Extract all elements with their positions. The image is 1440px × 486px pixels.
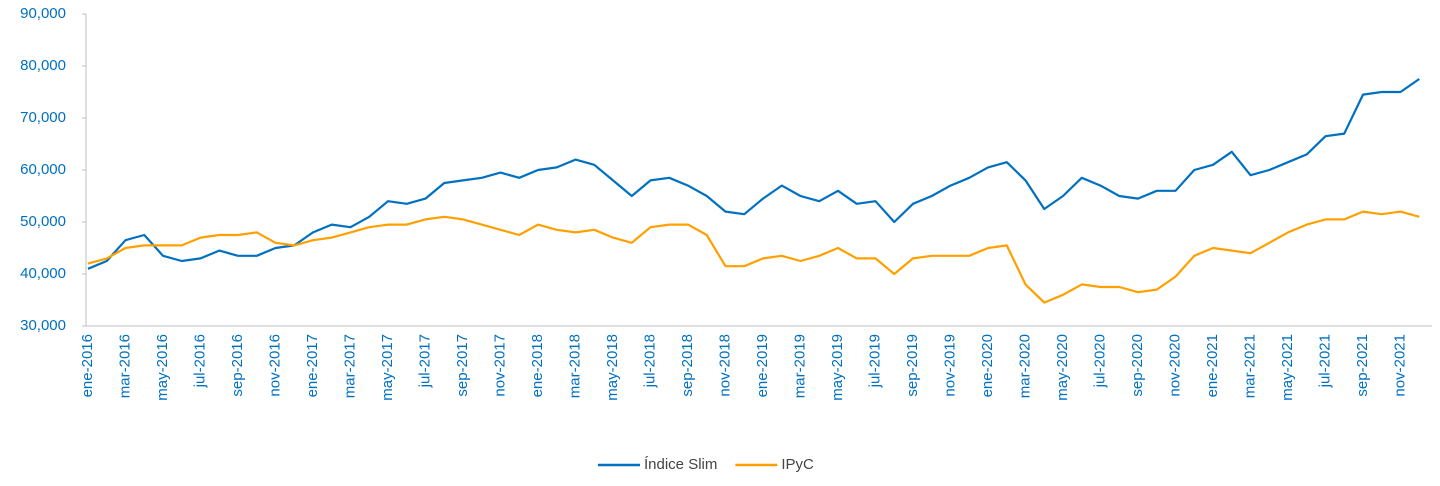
y-tick-label: 30,000 xyxy=(20,317,66,334)
y-tick-label: 60,000 xyxy=(20,161,66,178)
y-tick-label: 90,000 xyxy=(20,5,66,22)
x-tick-label: mar-2019 xyxy=(791,334,808,398)
y-tick-label: 40,000 xyxy=(20,265,66,282)
x-tick-label: nov-2016 xyxy=(266,334,283,397)
x-tick-label: nov-2019 xyxy=(941,334,958,397)
x-tick-label: nov-2018 xyxy=(716,334,733,397)
x-tick-label: may-2020 xyxy=(1054,334,1071,401)
x-tick-label: ene-2016 xyxy=(79,334,96,397)
x-tick-label: jul-2019 xyxy=(866,334,883,388)
x-tick-label: mar-2016 xyxy=(116,334,133,398)
y-tick-label: 50,000 xyxy=(20,213,66,230)
legend-label: Índice Slim xyxy=(644,456,717,473)
y-tick-label: 70,000 xyxy=(20,109,66,126)
x-tick-label: jul-2017 xyxy=(416,334,433,388)
x-tick-label: may-2017 xyxy=(379,334,396,401)
x-tick-label: sep-2016 xyxy=(229,334,246,397)
x-tick-label: mar-2017 xyxy=(341,334,358,398)
x-tick-label: may-2021 xyxy=(1279,334,1296,401)
x-tick-label: ene-2019 xyxy=(754,334,771,397)
x-tick-label: ene-2017 xyxy=(304,334,321,397)
x-tick-label: mar-2021 xyxy=(1241,334,1258,398)
x-tick-label: nov-2017 xyxy=(491,334,508,397)
x-tick-label: jul-2021 xyxy=(1316,334,1333,388)
x-tick-label: may-2019 xyxy=(829,334,846,401)
x-tick-label: jul-2020 xyxy=(1091,334,1108,388)
x-tick-label: may-2016 xyxy=(154,334,171,401)
x-tick-label: sep-2020 xyxy=(1129,334,1146,397)
x-tick-label: nov-2021 xyxy=(1391,334,1408,397)
x-tick-label: mar-2018 xyxy=(566,334,583,398)
x-tick-label: sep-2019 xyxy=(904,334,921,397)
x-tick-label: sep-2017 xyxy=(454,334,471,397)
legend-label: IPyC xyxy=(781,456,814,473)
x-tick-label: sep-2021 xyxy=(1354,334,1371,397)
x-tick-label: jul-2016 xyxy=(191,334,208,388)
x-tick-label: may-2018 xyxy=(604,334,621,401)
x-tick-label: mar-2020 xyxy=(1016,334,1033,398)
series-line xyxy=(87,210,1420,304)
x-tick-label: nov-2020 xyxy=(1166,334,1183,397)
x-tick-label: ene-2021 xyxy=(1204,334,1221,397)
y-tick-label: 80,000 xyxy=(20,57,66,74)
series-line xyxy=(87,78,1420,270)
x-tick-label: sep-2018 xyxy=(679,334,696,397)
x-tick-label: ene-2018 xyxy=(529,334,546,397)
x-tick-label: ene-2020 xyxy=(979,334,996,397)
x-tick-label: jul-2018 xyxy=(641,334,658,388)
